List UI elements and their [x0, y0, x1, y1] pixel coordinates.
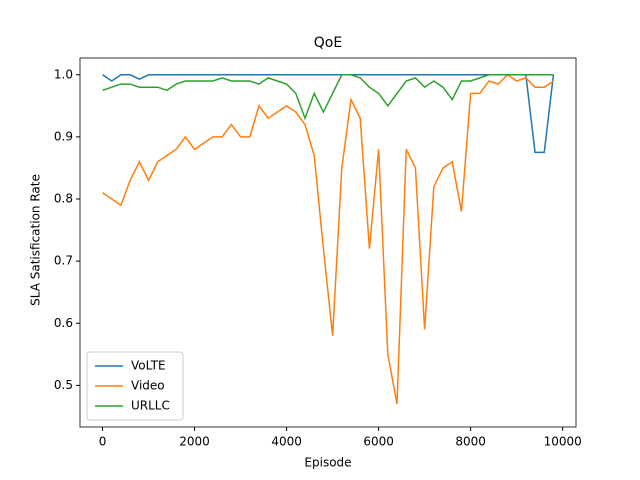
legend-label: URLLC [131, 399, 170, 413]
y-tick-label: 1.0 [54, 67, 73, 81]
y-tick-label: 0.8 [54, 192, 73, 206]
x-tick-label: 0 [99, 435, 107, 449]
legend-label: Video [131, 379, 165, 393]
x-tick-label: 4000 [271, 435, 302, 449]
chart-title: QoE [314, 35, 342, 51]
x-axis-label: Episode [304, 456, 351, 470]
y-tick-label: 0.6 [54, 316, 73, 330]
series-line [102, 74, 554, 121]
legend-label: VoLTE [131, 359, 166, 373]
x-tick-label: 10000 [544, 435, 582, 449]
plot-frame [79, 57, 577, 428]
x-tick-label: 8000 [455, 435, 486, 449]
y-tick-label: 0.9 [54, 129, 73, 143]
series-line [102, 73, 554, 405]
y-axis-label: SLA Satisfication Rate [29, 174, 43, 306]
y-tick-label: 0.7 [54, 254, 73, 268]
x-tick-label: 2000 [179, 435, 210, 449]
y-tick-label: 0.5 [54, 378, 73, 392]
series-line [102, 74, 555, 154]
legend-box [86, 351, 184, 421]
x-tick-label: 6000 [363, 435, 394, 449]
